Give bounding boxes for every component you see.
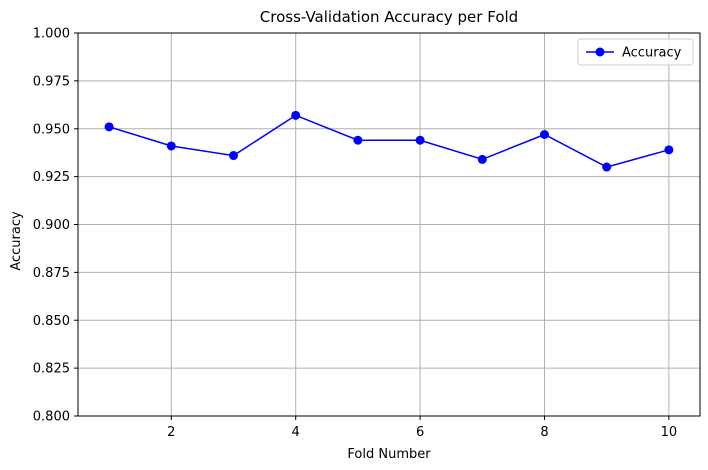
- data-point: [540, 129, 549, 139]
- data-point: [664, 145, 674, 155]
- legend-label: Accuracy: [622, 46, 682, 61]
- y-tick-label: 0.875: [33, 266, 70, 281]
- x-tick-label: 8: [540, 425, 548, 440]
- data-point: [166, 141, 176, 151]
- x-tick-label: 10: [661, 425, 678, 440]
- y-tick-label: 1.000: [33, 27, 70, 42]
- legend-box: [577, 38, 694, 66]
- y-axis-title: Accuracy: [9, 211, 24, 271]
- x-tick-label: 4: [292, 425, 300, 440]
- y-tick-label: 0.925: [33, 170, 70, 185]
- data-point: [104, 122, 114, 132]
- x-axis-title: Fold Number: [347, 447, 431, 462]
- chart-title: Cross-Validation Accuracy per Fold: [260, 8, 518, 26]
- y-tick-label: 0.975: [33, 74, 70, 89]
- series-line: [108, 114, 670, 168]
- y-tick-label: 0.800: [33, 410, 70, 425]
- data-series: [104, 110, 674, 172]
- data-point: [477, 154, 487, 164]
- legend: Accuracy: [577, 38, 694, 66]
- data-point: [229, 151, 238, 161]
- y-tick-label: 0.950: [33, 122, 70, 137]
- data-point: [291, 110, 301, 120]
- x-tick-label: 2: [167, 425, 175, 440]
- legend-marker: [595, 47, 605, 57]
- y-tick-label: 0.825: [33, 362, 70, 377]
- y-tick-label: 0.850: [33, 314, 70, 329]
- data-point: [415, 135, 425, 145]
- data-point: [353, 135, 363, 145]
- axes: 2 4 6 8 10 0.800 0.825 0.850 0.875 0.900 0.925 0.95…: [33, 27, 701, 440]
- y-tick-label: 0.900: [33, 218, 70, 233]
- x-tick-label: 6: [416, 425, 424, 440]
- data-point: [602, 162, 612, 172]
